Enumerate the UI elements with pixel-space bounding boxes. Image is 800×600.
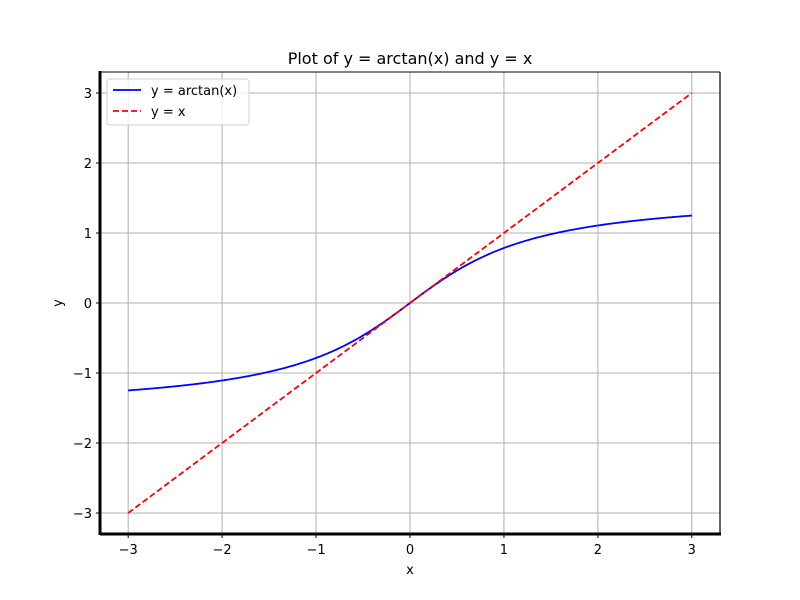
legend: y = arctan(x) y = x: [106, 78, 250, 126]
x-tick-label: 3: [688, 543, 696, 558]
y-axis-label: y: [51, 299, 66, 307]
x-tick-label: −3: [119, 543, 138, 558]
series-line: [127, 92, 693, 514]
y-tick-label: 3: [84, 87, 92, 102]
y-tick-label: −3: [73, 507, 92, 522]
x-tick-label: 0: [406, 543, 414, 558]
plot-area: [127, 92, 693, 514]
legend-label: y = x: [151, 105, 186, 120]
y-tick-label: −1: [73, 367, 92, 382]
legend-box: [106, 78, 250, 126]
axes: −3 −2 −1 0 1 2 3 −3 −2 −1 0 1 2 3: [73, 71, 721, 558]
x-tick-label: −1: [306, 543, 325, 558]
grid: [100, 72, 720, 534]
y-tick-label: −2: [73, 437, 92, 452]
y-tick-label: 2: [84, 157, 92, 172]
x-axis-label: x: [406, 563, 414, 578]
x-tick-label: 1: [500, 543, 508, 558]
y-tick-label: 1: [84, 227, 92, 242]
x-tick-label: −2: [213, 543, 232, 558]
y-tick-label: 0: [84, 297, 92, 312]
x-tick-label: 2: [594, 543, 602, 558]
chart-title: Plot of y = arctan(x) and y = x: [288, 49, 533, 68]
legend-label: y = arctan(x): [151, 84, 237, 99]
